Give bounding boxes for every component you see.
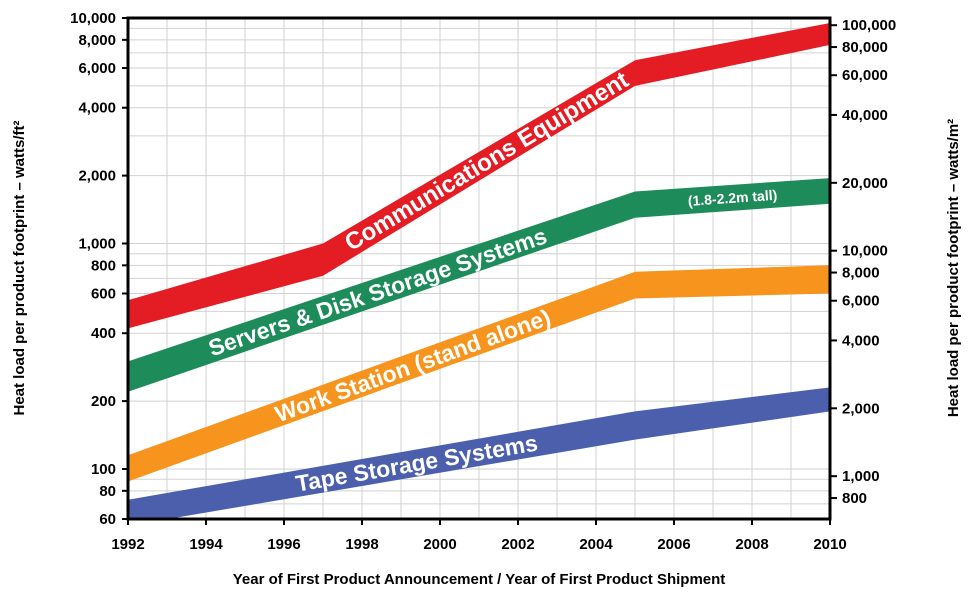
x-tick-label: 1998 [345,536,378,553]
left-tick-label: 80 [99,483,116,500]
right-tick-label: 60,000 [842,67,888,84]
left-tick-label: 2,000 [78,168,116,185]
band-1 [128,23,830,329]
left-tick-label: 200 [91,393,116,410]
band-2 [128,178,830,392]
left-tick-label: 60 [99,511,116,528]
x-axis-ticks: 1992 1994 1996 1998 2000 2002 2004 2006 2008 2010 [111,519,847,553]
right-tick-label: 2,000 [842,400,880,417]
plot-frame [126,16,832,521]
band-3 [128,265,830,482]
right-tick-label: 20,000 [842,175,888,192]
left-tick-label: 6,000 [78,60,116,77]
right-tick-label: 80,000 [842,39,888,56]
right-tick-label: 8,000 [842,265,880,282]
x-tick-label: 2002 [501,536,534,553]
right-tick-label: 1,000 [842,468,880,485]
x-tick-label: 2010 [813,536,846,553]
x-tick-label: 2000 [423,536,456,553]
right-axis-ticks: 800 1,000 2,000 4,000 6,000 8,000 10,000 20,000… [830,17,896,507]
left-tick-label: 8,000 [78,32,116,49]
right-tick-label: 40,000 [842,107,888,124]
left-tick-label: 800 [91,257,116,274]
left-tick-label: 10,000 [70,10,116,27]
servers-height-annotation: (1.8-2.2m tall) [687,187,777,209]
left-axis-ticks: 60 80 100 200 400 600 800 1,000 2,000 4,000 6,000 8… [70,10,128,528]
left-axis-title: Heat load per product footprint – watts/… [11,120,28,415]
data-bands [128,23,830,519]
left-tick-label: 1,000 [78,235,116,252]
x-tick-label: 1992 [111,536,144,553]
right-tick-label: 800 [842,490,867,507]
band-4 [128,387,830,519]
left-tick-label: 100 [91,461,116,478]
x-axis-title: Year of First Product Announcement / Yea… [233,571,726,588]
left-tick-label: 4,000 [78,100,116,117]
right-tick-label: 4,000 [842,332,880,349]
x-tick-label: 1996 [267,536,300,553]
right-tick-label: 100,000 [842,17,896,34]
right-tick-label: 6,000 [842,293,880,310]
x-tick-label: 2006 [657,536,690,553]
x-tick-label: 2008 [735,536,768,553]
right-tick-label: 10,000 [842,243,888,260]
x-tick-label: 2004 [579,536,613,553]
left-tick-label: 400 [91,325,116,342]
x-tick-label: 1994 [189,536,223,553]
right-axis-title: Heat load per product footprint – watts/… [945,119,962,417]
left-tick-label: 600 [91,286,116,303]
